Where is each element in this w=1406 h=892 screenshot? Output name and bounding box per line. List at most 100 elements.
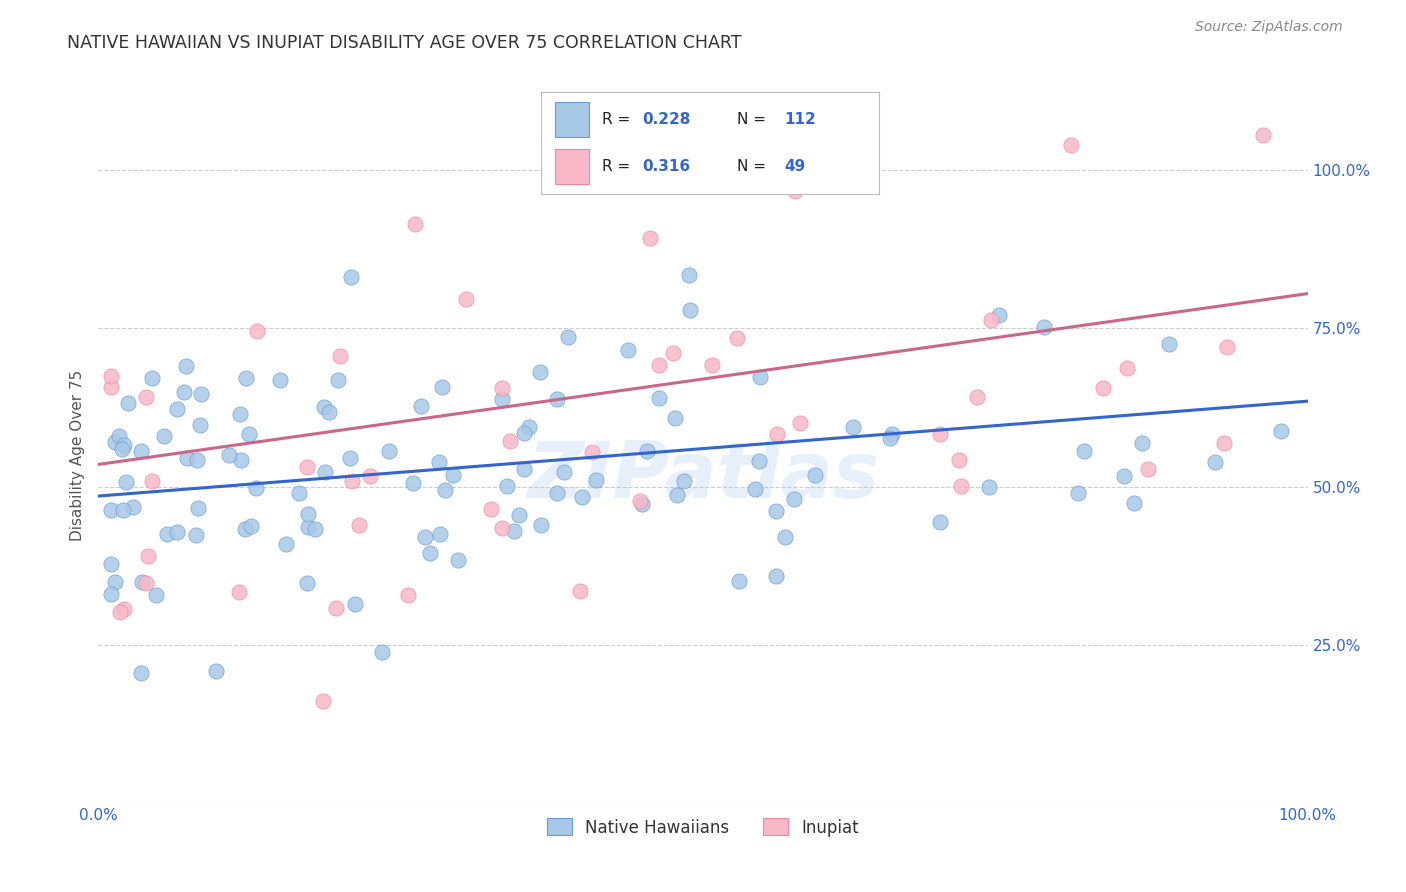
Point	[404, 217, 426, 231]
Point	[153, 429, 176, 443]
Point	[326, 373, 349, 387]
Point	[548, 114, 571, 128]
Point	[1067, 485, 1090, 500]
Point	[231, 453, 253, 467]
Point	[804, 468, 827, 483]
Text: 0.228: 0.228	[643, 112, 690, 127]
Point	[546, 486, 568, 500]
Point	[571, 490, 593, 504]
Point	[513, 426, 536, 441]
Point	[429, 527, 451, 541]
Point	[441, 468, 464, 483]
Point	[166, 401, 188, 416]
Point	[773, 530, 796, 544]
Point	[557, 329, 579, 343]
Point	[295, 575, 318, 590]
Point	[979, 480, 1001, 494]
Point	[115, 475, 138, 489]
Point	[340, 269, 363, 284]
Point	[499, 434, 522, 448]
Point	[491, 521, 513, 535]
Point	[135, 391, 157, 405]
Y-axis label: Disability Age Over 75: Disability Age Over 75	[70, 369, 86, 541]
Point	[174, 359, 197, 374]
Point	[848, 174, 870, 188]
Point	[879, 431, 901, 445]
Point	[1216, 340, 1239, 354]
Point	[246, 324, 269, 338]
Point	[117, 396, 139, 410]
Point	[111, 442, 134, 456]
Point	[340, 474, 363, 488]
Point	[446, 553, 468, 567]
Point	[585, 474, 607, 488]
Point	[325, 601, 347, 615]
Point	[304, 522, 326, 536]
Point	[297, 520, 319, 534]
Point	[287, 485, 309, 500]
Point	[343, 597, 366, 611]
Point	[672, 475, 695, 489]
Point	[434, 483, 457, 497]
Point	[432, 380, 454, 394]
Point	[186, 527, 208, 541]
Point	[491, 392, 513, 407]
Point	[100, 379, 122, 393]
Point	[312, 400, 335, 414]
Point	[546, 392, 568, 407]
Text: NATIVE HAWAIIAN VS INUPIAT DISABILITY AGE OVER 75 CORRELATION CHART: NATIVE HAWAIIAN VS INUPIAT DISABILITY AG…	[67, 34, 742, 52]
Point	[112, 502, 135, 516]
Point	[648, 391, 671, 405]
Point	[238, 427, 260, 442]
Point	[530, 517, 553, 532]
Point	[665, 488, 688, 502]
Point	[166, 524, 188, 539]
Point	[617, 343, 640, 357]
Point	[678, 268, 700, 282]
Point	[129, 665, 152, 680]
Point	[1157, 337, 1180, 351]
Point	[553, 465, 575, 479]
Point	[311, 694, 333, 708]
Point	[636, 443, 658, 458]
Point	[529, 365, 551, 379]
Point	[765, 569, 787, 583]
Point	[744, 482, 766, 496]
Point	[581, 444, 603, 458]
Point	[155, 527, 177, 541]
FancyBboxPatch shape	[555, 103, 589, 137]
Point	[347, 518, 370, 533]
Point	[966, 390, 988, 404]
Point	[415, 530, 437, 544]
Point	[1270, 424, 1292, 438]
Point	[100, 557, 122, 571]
Point	[100, 369, 122, 384]
Point	[239, 519, 262, 533]
Point	[110, 605, 132, 619]
Point	[411, 399, 433, 413]
Point	[359, 469, 381, 483]
Point	[512, 462, 534, 476]
Point	[496, 479, 519, 493]
Point	[664, 410, 686, 425]
Point	[396, 588, 419, 602]
Point	[1112, 469, 1135, 483]
Point	[100, 503, 122, 517]
Text: N =: N =	[737, 112, 770, 127]
Text: N =: N =	[737, 160, 770, 174]
Point	[1204, 455, 1226, 469]
Point	[233, 521, 256, 535]
Text: 0.316: 0.316	[643, 160, 690, 174]
Point	[728, 574, 751, 588]
Point	[842, 420, 865, 434]
Point	[1130, 436, 1153, 450]
Point	[318, 405, 340, 419]
Text: R =: R =	[602, 160, 636, 174]
Point	[679, 303, 702, 318]
Point	[131, 574, 153, 589]
Point	[1060, 137, 1083, 152]
Point	[339, 450, 361, 465]
Point	[785, 184, 807, 198]
Point	[135, 575, 157, 590]
Point	[748, 454, 770, 468]
